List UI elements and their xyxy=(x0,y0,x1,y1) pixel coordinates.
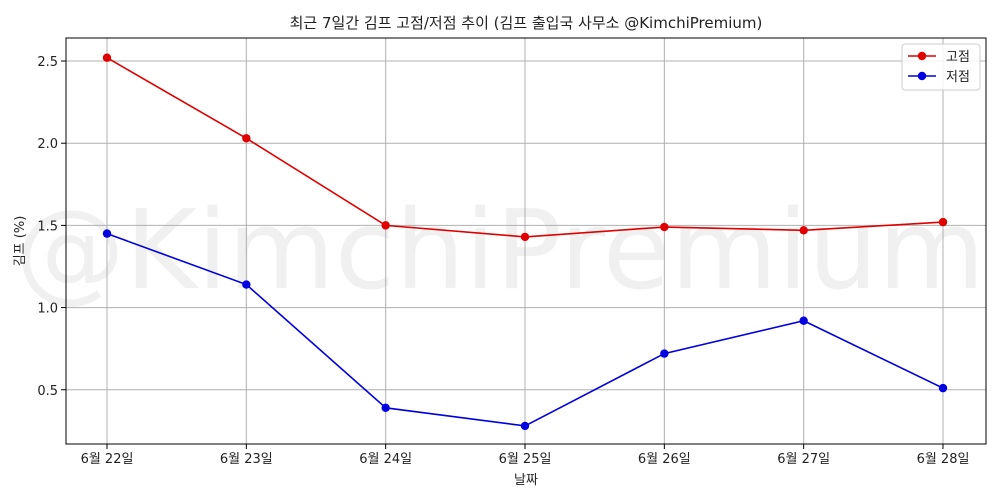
legend-label-series-1: 고점 xyxy=(946,50,970,65)
x-tick-label: 6월 22일 xyxy=(81,452,134,467)
data-point-series-1 xyxy=(660,222,669,232)
data-point-series-2 xyxy=(799,316,808,325)
grid-layer xyxy=(66,38,986,444)
data-point-series-1 xyxy=(520,232,530,242)
plot-area-frame xyxy=(65,37,987,445)
data-point-series-1 xyxy=(242,134,251,143)
data-point-series-2 xyxy=(102,229,112,238)
data-point-series-1 xyxy=(799,226,808,235)
y-axis-label: 김프 (%) xyxy=(13,216,28,267)
y-tick-label: 0.5 xyxy=(37,384,58,399)
tick-layer: 6월 22일 6월 23일 6월 24일 6월 25일 6월 26일 6월 27일 6월 2… xyxy=(37,55,969,467)
data-point-series-2 xyxy=(242,280,251,289)
watermark-text: @KimchiPremium xyxy=(15,186,985,314)
y-tick-label: 1.0 xyxy=(37,302,58,317)
x-axis-label: 날짜 xyxy=(514,473,538,488)
data-point-series-2 xyxy=(520,421,530,431)
legend-marker-series-2 xyxy=(917,71,927,81)
data-point-series-1 xyxy=(938,217,948,227)
data-point-series-1 xyxy=(381,221,390,230)
legend-label-series-2: 저점 xyxy=(946,70,970,85)
y-tick-label: 2.0 xyxy=(37,137,58,152)
data-point-series-1 xyxy=(102,53,112,62)
chart-title: 최근 7일간 김프 고점/저점 추이 (김프 출입국 사무소 @KimchiPr… xyxy=(290,14,763,32)
legend-marker-series-1 xyxy=(917,51,927,61)
y-tick-label: 2.5 xyxy=(37,55,58,70)
x-tick-label: 6월 24일 xyxy=(359,452,412,467)
x-tick-label: 6월 27일 xyxy=(777,452,830,467)
data-point-series-2 xyxy=(381,403,390,413)
x-tick-label: 6월 23일 xyxy=(220,452,273,467)
data-point-series-2 xyxy=(938,383,948,393)
series-layer xyxy=(102,53,948,431)
x-tick-label: 6월 28일 xyxy=(917,452,970,467)
data-point-series-2 xyxy=(660,349,669,358)
y-tick-label: 1.5 xyxy=(37,219,58,234)
x-tick-label: 6월 26일 xyxy=(638,452,691,467)
x-tick-label: 6월 25일 xyxy=(499,452,552,467)
